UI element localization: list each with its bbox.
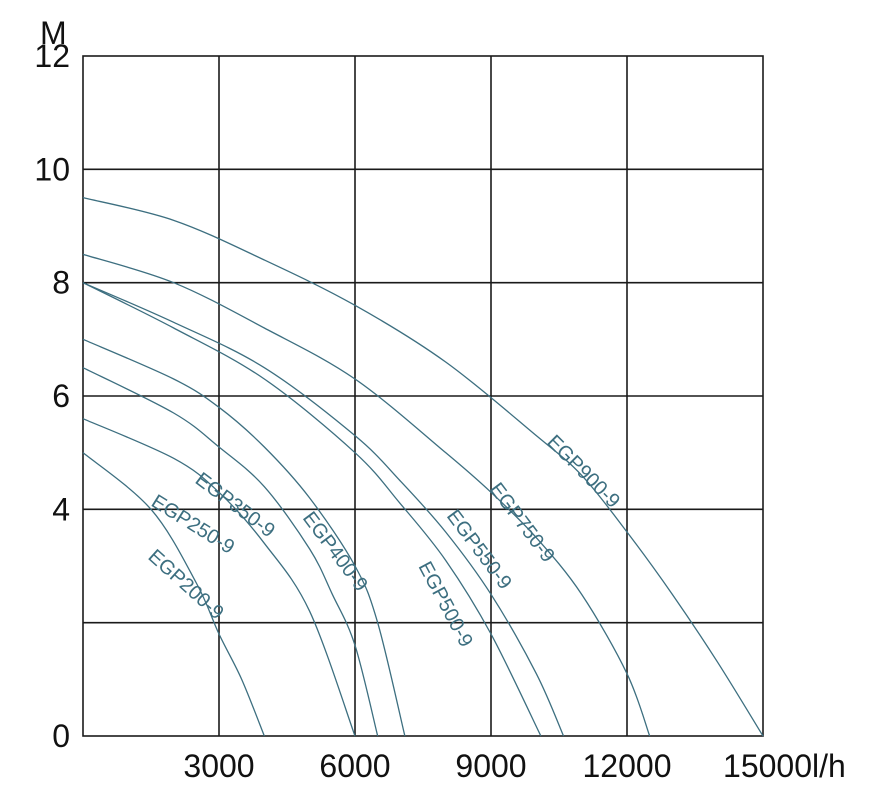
x-axis-ticks: 3000 6000 9000 12000 15000 — [183, 748, 812, 784]
curve-egp750-9 — [82, 253, 651, 737]
curve-egp500-9 — [82, 282, 542, 737]
y-axis-ticks: 0 4 6 8 10 12 — [34, 38, 70, 754]
curve-egp250-9 — [82, 418, 356, 737]
y-tick-label-6: 6 — [52, 378, 70, 414]
curve-egp350-9 — [82, 367, 379, 737]
x-tick-label-12000: 12000 — [583, 748, 672, 784]
x-tick-label-3000: 3000 — [183, 748, 254, 784]
series-label-egp550-9: EGP550-9 — [442, 506, 516, 594]
series-label-egp900-9: EGP900-9 — [542, 431, 624, 513]
y-tick-label-12: 12 — [34, 38, 70, 74]
x-tick-label-15000: 15000 — [723, 748, 812, 784]
y-tick-label-8: 8 — [52, 265, 70, 301]
grid — [82, 55, 764, 737]
series-label-egp400-9: EGP400-9 — [298, 508, 372, 596]
curve-egp550-9 — [82, 282, 565, 737]
y-axis-unit: M — [40, 15, 67, 51]
plot-frame — [82, 55, 764, 737]
series-label-egp500-9: EGP500-9 — [414, 558, 477, 651]
performance-curves — [82, 197, 764, 737]
curve-egp200-9 — [82, 452, 265, 737]
x-tick-label-6000: 6000 — [319, 748, 390, 784]
y-tick-label-4: 4 — [52, 491, 70, 527]
series-label-egp200-9: EGP200-9 — [144, 545, 228, 624]
y-tick-label-10: 10 — [34, 151, 70, 187]
x-tick-label-9000: 9000 — [455, 748, 526, 784]
y-tick-label-0: 0 — [52, 718, 70, 754]
x-axis-unit: l/h — [812, 748, 846, 784]
curve-egp900-9 — [82, 197, 764, 737]
curve-egp400-9 — [82, 338, 406, 737]
